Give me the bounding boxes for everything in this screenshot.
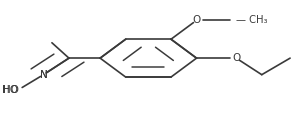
Text: — CH₃: — CH₃ [236,15,268,25]
Text: N: N [40,70,47,80]
Text: N: N [40,70,47,80]
Text: O: O [232,53,240,63]
Text: HO: HO [2,85,18,95]
Text: HO: HO [3,85,19,95]
Text: O: O [192,15,201,25]
